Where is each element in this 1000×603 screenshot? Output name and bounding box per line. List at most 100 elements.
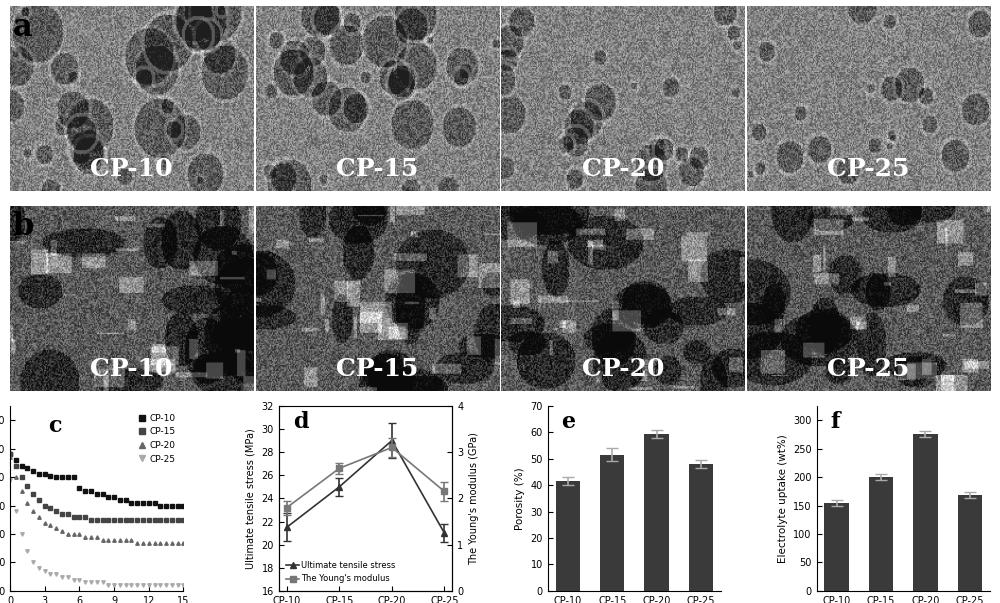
CP-25 bbox=[10, 508, 22, 515]
Text: c: c bbox=[48, 415, 62, 437]
CP-10 bbox=[131, 499, 143, 507]
CP-20 bbox=[154, 539, 166, 546]
CP-25 bbox=[125, 582, 137, 589]
CP-10 bbox=[33, 470, 45, 478]
CP-25 bbox=[21, 548, 33, 555]
CP-25 bbox=[79, 579, 91, 586]
Text: CP-15: CP-15 bbox=[336, 357, 418, 381]
CP-10 bbox=[97, 490, 109, 497]
CP-25 bbox=[4, 476, 16, 484]
CP-15 bbox=[62, 510, 74, 517]
CP-20 bbox=[143, 539, 155, 546]
CP-20 bbox=[125, 536, 137, 543]
Bar bbox=[689, 464, 713, 591]
CP-20 bbox=[120, 536, 132, 543]
CP-25 bbox=[56, 573, 68, 580]
Text: d: d bbox=[293, 411, 308, 434]
CP-20 bbox=[10, 473, 22, 481]
Bar bbox=[869, 477, 893, 591]
CP-10 bbox=[4, 450, 16, 458]
CP-10 bbox=[120, 496, 132, 504]
CP-15 bbox=[108, 516, 120, 523]
CP-20 bbox=[68, 531, 80, 538]
CP-20 bbox=[39, 519, 51, 526]
CP-20 bbox=[33, 513, 45, 520]
Line: CP-15: CP-15 bbox=[8, 452, 185, 522]
CP-10 bbox=[166, 502, 178, 509]
CP-25 bbox=[131, 582, 143, 589]
CP-10 bbox=[108, 493, 120, 500]
CP-15 bbox=[4, 450, 16, 458]
Legend: Ultimate tensile stress, The Young's modulus: Ultimate tensile stress, The Young's mod… bbox=[283, 558, 399, 587]
CP-15 bbox=[131, 516, 143, 523]
CP-20 bbox=[56, 528, 68, 535]
CP-10 bbox=[21, 465, 33, 472]
Line: CP-10: CP-10 bbox=[8, 452, 185, 507]
Line: CP-25: CP-25 bbox=[8, 478, 185, 587]
Bar bbox=[556, 481, 580, 591]
CP-25 bbox=[68, 576, 80, 583]
Legend: CP-10, CP-15, CP-20, CP-25: CP-10, CP-15, CP-20, CP-25 bbox=[134, 411, 179, 467]
CP-10 bbox=[44, 472, 56, 479]
CP-15 bbox=[125, 516, 137, 523]
CP-20 bbox=[79, 533, 91, 540]
CP-25 bbox=[39, 567, 51, 575]
CP-25 bbox=[44, 570, 56, 578]
CP-10 bbox=[172, 502, 184, 509]
CP-10 bbox=[10, 456, 22, 464]
CP-20 bbox=[166, 539, 178, 546]
CP-15 bbox=[102, 516, 114, 523]
CP-15 bbox=[68, 513, 80, 520]
CP-20 bbox=[27, 508, 39, 515]
CP-25 bbox=[16, 531, 28, 538]
CP-20 bbox=[16, 488, 28, 495]
CP-15 bbox=[85, 516, 97, 523]
CP-15 bbox=[166, 516, 178, 523]
CP-15 bbox=[143, 516, 155, 523]
CP-15 bbox=[120, 516, 132, 523]
CP-15 bbox=[172, 516, 184, 523]
CP-10 bbox=[56, 473, 68, 481]
Y-axis label: Porosity (%): Porosity (%) bbox=[515, 467, 525, 529]
CP-25 bbox=[97, 579, 109, 586]
Y-axis label: Electrolyte uptake (wt%): Electrolyte uptake (wt%) bbox=[778, 434, 788, 563]
CP-20 bbox=[108, 536, 120, 543]
CP-15 bbox=[33, 496, 45, 504]
CP-10 bbox=[114, 496, 126, 504]
Text: CP-20: CP-20 bbox=[582, 357, 664, 381]
CP-25 bbox=[149, 582, 161, 589]
Text: CP-15: CP-15 bbox=[336, 157, 418, 181]
CP-25 bbox=[73, 576, 85, 583]
CP-10 bbox=[154, 502, 166, 509]
CP-25 bbox=[108, 582, 120, 589]
CP-15 bbox=[44, 505, 56, 512]
CP-10 bbox=[143, 499, 155, 507]
CP-20 bbox=[97, 536, 109, 543]
CP-10 bbox=[68, 473, 80, 481]
Text: CP-25: CP-25 bbox=[827, 157, 910, 181]
CP-25 bbox=[172, 582, 184, 589]
CP-15 bbox=[97, 516, 109, 523]
CP-10 bbox=[149, 499, 161, 507]
CP-25 bbox=[166, 582, 178, 589]
CP-20 bbox=[102, 536, 114, 543]
CP-20 bbox=[160, 539, 172, 546]
CP-25 bbox=[85, 579, 97, 586]
CP-10 bbox=[160, 502, 172, 509]
CP-25 bbox=[160, 582, 172, 589]
Line: CP-20: CP-20 bbox=[8, 455, 185, 545]
CP-20 bbox=[91, 533, 103, 540]
CP-25 bbox=[102, 582, 114, 589]
CP-20 bbox=[44, 522, 56, 529]
CP-25 bbox=[114, 582, 126, 589]
CP-15 bbox=[91, 516, 103, 523]
CP-10 bbox=[177, 502, 189, 509]
CP-15 bbox=[137, 516, 149, 523]
Text: CP-25: CP-25 bbox=[827, 357, 910, 381]
CP-25 bbox=[50, 570, 62, 578]
CP-20 bbox=[73, 531, 85, 538]
CP-15 bbox=[21, 482, 33, 489]
CP-10 bbox=[39, 470, 51, 478]
CP-20 bbox=[21, 499, 33, 507]
CP-10 bbox=[125, 499, 137, 507]
